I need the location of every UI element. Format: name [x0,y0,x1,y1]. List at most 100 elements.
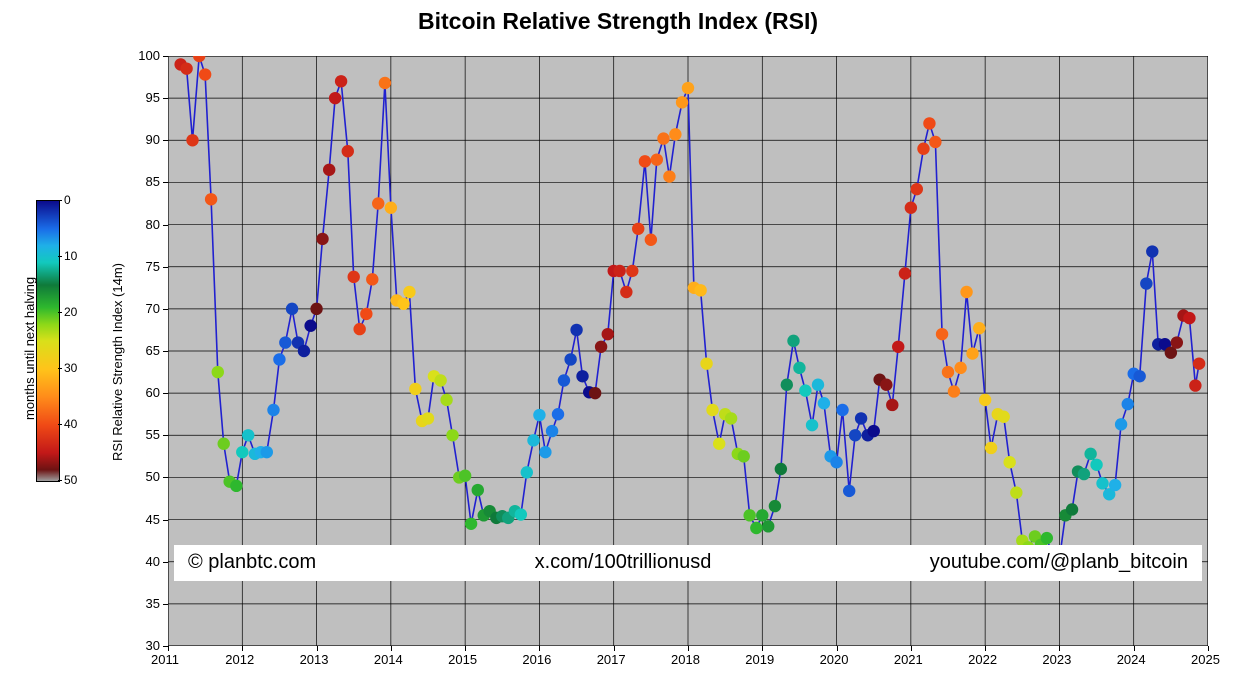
colorbar-tick-label: 0 [64,193,71,207]
data-point [570,324,582,336]
data-point [676,96,688,108]
x-tick-label: 2015 [448,652,477,667]
data-point [911,183,923,195]
data-point [942,366,954,378]
data-point [459,470,471,482]
y-tick-label: 45 [146,512,160,527]
data-point [279,336,291,348]
data-point [409,383,421,395]
x-tick-label: 2014 [374,652,403,667]
data-point [316,233,328,245]
x-tick-label: 2019 [745,652,774,667]
data-point [620,286,632,298]
data-point [639,155,651,167]
data-point [348,271,360,283]
y-tick-label: 40 [146,554,160,569]
data-point [1140,277,1152,289]
colorbar-title: months until next halving [22,277,37,420]
x-tick-label: 2021 [894,652,923,667]
data-point [868,425,880,437]
data-point [899,267,911,279]
data-point [329,92,341,104]
y-tick-label: 35 [146,596,160,611]
data-point [1096,477,1108,489]
data-point [286,303,298,315]
data-point [1183,312,1195,324]
data-point [936,328,948,340]
data-point [917,143,929,155]
data-point [1189,379,1201,391]
x-tick-label: 2016 [522,652,551,667]
data-point [806,419,818,431]
data-point [781,379,793,391]
data-point [1193,357,1205,369]
data-point [979,394,991,406]
data-point [1003,456,1015,468]
y-axis-title: RSI Relative Strength Index (14m) [110,263,125,461]
data-point [966,347,978,359]
data-point [546,425,558,437]
data-point [892,341,904,353]
data-point [830,456,842,468]
data-point [1115,418,1127,430]
data-point [304,320,316,332]
data-point [539,446,551,458]
data-point [602,328,614,340]
data-point [1171,336,1183,348]
data-point [180,62,192,74]
data-point [843,485,855,497]
data-point [360,308,372,320]
data-point [589,387,601,399]
colorbar [36,200,58,480]
data-point [1146,245,1158,257]
colorbar-tick-label: 40 [64,417,77,431]
data-point [267,404,279,416]
data-point [743,509,755,521]
data-point [372,197,384,209]
data-point [366,273,378,285]
data-point [205,193,217,205]
data-point [985,442,997,454]
y-tick-label: 30 [146,638,160,653]
data-point [310,303,322,315]
data-point [775,463,787,475]
data-point [472,484,484,496]
data-point [787,335,799,347]
data-point [725,412,737,424]
data-point [353,323,365,335]
data-point [682,82,694,94]
colorbar-tick-label: 10 [64,249,77,263]
data-point [799,384,811,396]
y-tick-label: 65 [146,343,160,358]
data-point [651,153,663,165]
data-point [440,394,452,406]
x-tick-label: 2020 [820,652,849,667]
colorbar-tick-label: 50 [64,473,77,487]
y-tick-label: 85 [146,174,160,189]
data-point [886,399,898,411]
data-point [645,234,657,246]
data-point [657,132,669,144]
data-point [515,508,527,520]
data-point [379,77,391,89]
colorbar-tick-label: 20 [64,305,77,319]
x-tick-label: 2013 [300,652,329,667]
data-point [960,286,972,298]
data-point [626,265,638,277]
data-point [756,509,768,521]
x-tick-label: 2012 [225,652,254,667]
y-tick-label: 80 [146,217,160,232]
data-point [880,379,892,391]
attribution-item: © planbtc.com [188,551,316,574]
data-point [422,412,434,424]
data-point [230,480,242,492]
data-point [434,374,446,386]
data-point [212,366,224,378]
data-point [812,379,824,391]
chart-title: Bitcoin Relative Strength Index (RSI) [0,8,1236,35]
data-point [762,520,774,532]
data-point [948,385,960,397]
data-point [954,362,966,374]
data-point [1133,370,1145,382]
data-point [465,518,477,530]
